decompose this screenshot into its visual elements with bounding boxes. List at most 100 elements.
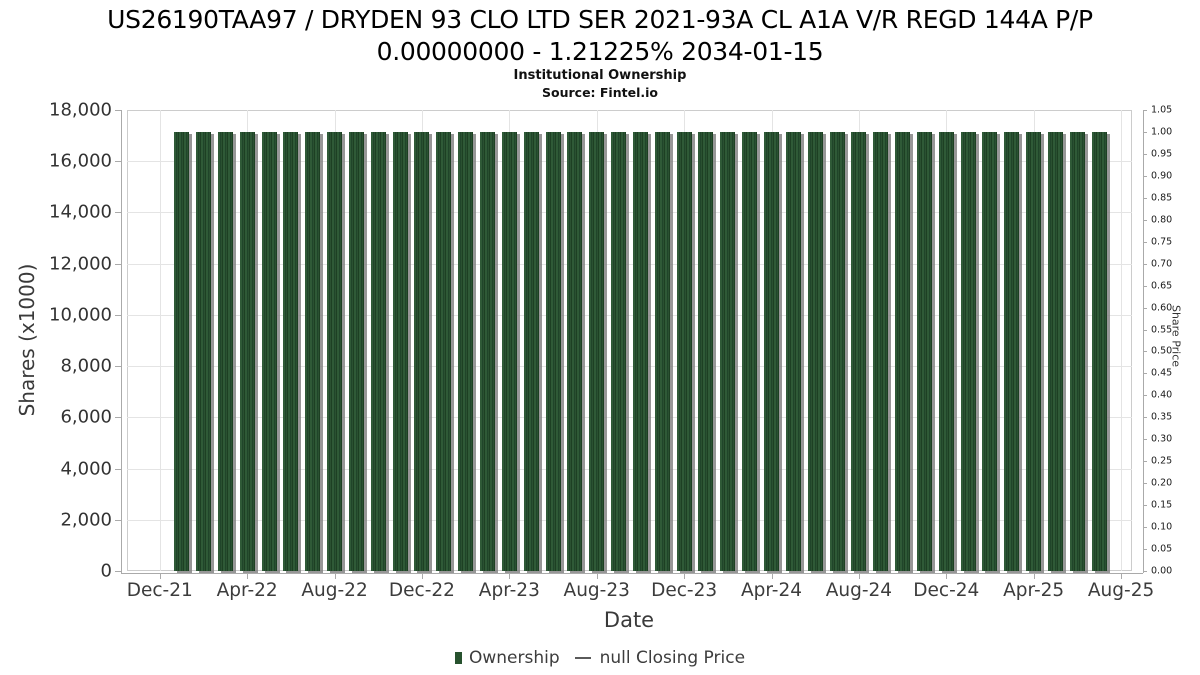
right-axis-tick [1143, 483, 1147, 485]
left-axis-tick [115, 212, 121, 214]
left-axis-tick-label: 0 [100, 560, 112, 582]
right-axis-tick-label: 0.30 [1151, 433, 1173, 445]
x-axis-tick [334, 573, 336, 579]
left-axis-tick-label: 2,000 [60, 509, 112, 531]
right-axis-tick [1143, 373, 1147, 375]
left-axis-tick-label: 12,000 [49, 253, 112, 275]
x-axis-tick-label: Dec-22 [388, 580, 455, 601]
right-axis-tick-label: 0.80 [1151, 214, 1173, 226]
ownership-bar [1048, 132, 1064, 571]
chart-title-line2: 0.00000000 - 1.21225% 2034-01-15 [376, 37, 824, 66]
right-axis-tick [1143, 241, 1147, 243]
left-axis-tick-label: 4,000 [60, 458, 112, 480]
x-axis-tick [596, 573, 598, 579]
x-axis-tick-label: Aug-22 [301, 580, 368, 601]
chart-title: US26190TAA97 / DRYDEN 93 CLO LTD SER 202… [0, 4, 1200, 68]
ownership-bar [545, 132, 561, 571]
ownership-bar [392, 132, 408, 571]
x-axis-tick [946, 573, 948, 579]
right-axis-line [1143, 110, 1144, 573]
right-axis-tick-label: 0.00 [1151, 565, 1173, 577]
right-axis-tick-label: 0.05 [1151, 543, 1173, 555]
x-axis-tick [509, 573, 511, 579]
left-axis-tick-label: 10,000 [49, 304, 112, 326]
ownership-bar [348, 132, 364, 571]
ownership-legend-label: Ownership [468, 648, 560, 668]
x-axis-tick [684, 573, 686, 579]
right-axis-tick-label: 0.40 [1151, 389, 1173, 401]
ownership-bar [217, 132, 233, 571]
left-axis-tick [115, 161, 121, 163]
right-axis-tick-label: 0.20 [1151, 477, 1173, 489]
ownership-bar [239, 132, 255, 571]
ownership-bar [523, 132, 539, 571]
left-axis-tick [115, 314, 121, 316]
ownership-bar [916, 132, 932, 571]
x-axis-tick-label: Aug-24 [825, 580, 893, 601]
ownership-bar [982, 132, 998, 571]
right-axis-tick [1143, 505, 1147, 507]
right-axis-title: Share Price [1169, 304, 1183, 368]
right-axis-tick [1143, 395, 1147, 397]
x-axis-tick [247, 573, 249, 579]
ownership-bar [501, 132, 517, 571]
left-axis-tick-label: 14,000 [49, 201, 112, 223]
right-axis-tick-label: 0.45 [1151, 367, 1173, 379]
right-axis-tick [1143, 461, 1147, 463]
legend: Ownership null Closing Price [0, 646, 1200, 670]
left-axis-tick-label: 6,000 [60, 406, 112, 428]
ownership-bar [829, 132, 845, 571]
right-axis-tick [1143, 329, 1147, 331]
ownership-bar [698, 132, 714, 571]
ownership-bar [479, 132, 495, 571]
right-axis-tick-label: 0.35 [1151, 411, 1173, 423]
left-axis-tick [115, 468, 121, 470]
ownership-bar [764, 132, 779, 571]
left-axis-tick [115, 110, 121, 111]
gridline-vertical [1121, 110, 1123, 571]
left-axis-tick-label: 18,000 [49, 99, 112, 121]
right-axis-tick [1143, 307, 1147, 309]
x-axis-title: Date [603, 608, 655, 632]
chart-subtitle: Institutional Ownership [513, 68, 687, 83]
gridline-horizontal [127, 314, 1132, 316]
right-axis-tick-label: 1.00 [1151, 126, 1173, 138]
gridline-horizontal [127, 417, 1132, 419]
gridline-horizontal [127, 519, 1132, 521]
gridline-horizontal [127, 468, 1132, 470]
plot-area [127, 110, 1132, 571]
right-axis-tick [1143, 110, 1147, 111]
ownership-bar [327, 132, 343, 571]
right-axis-tick [1143, 263, 1147, 265]
x-axis-tick-label: Apr-23 [478, 580, 540, 601]
ownership-bar [873, 132, 889, 571]
right-axis-tick [1143, 131, 1147, 133]
bottom-axis-line [121, 573, 1143, 574]
ownership-bar [370, 132, 386, 571]
ownership-bar [895, 132, 911, 571]
ownership-bar [720, 132, 736, 571]
left-axis-tick [115, 366, 121, 368]
ownership-bar [676, 132, 692, 571]
ownership-bar [174, 132, 190, 571]
right-axis-tick [1143, 351, 1147, 353]
right-axis-tick-label: 0.50 [1151, 345, 1173, 357]
closing-price-legend-label: null Closing Price [599, 648, 746, 668]
right-axis-tick [1143, 549, 1147, 551]
gridline-horizontal [127, 212, 1132, 214]
right-axis-tick [1143, 175, 1147, 177]
right-axis-tick [1143, 417, 1147, 419]
ownership-bar [1091, 132, 1107, 571]
right-axis-tick-label: 0.25 [1151, 455, 1173, 467]
right-axis-tick-label: 0.95 [1151, 148, 1173, 160]
ownership-bar [567, 132, 583, 571]
right-axis-tick [1143, 439, 1147, 441]
right-axis-tick-label: 0.55 [1151, 324, 1173, 336]
ownership-legend-swatch-icon [454, 652, 462, 664]
ownership-bar [283, 132, 299, 571]
ownership-bar [632, 132, 648, 571]
ownership-bar [960, 132, 976, 571]
ownership-bar [785, 132, 801, 571]
ownership-bar [611, 132, 627, 571]
